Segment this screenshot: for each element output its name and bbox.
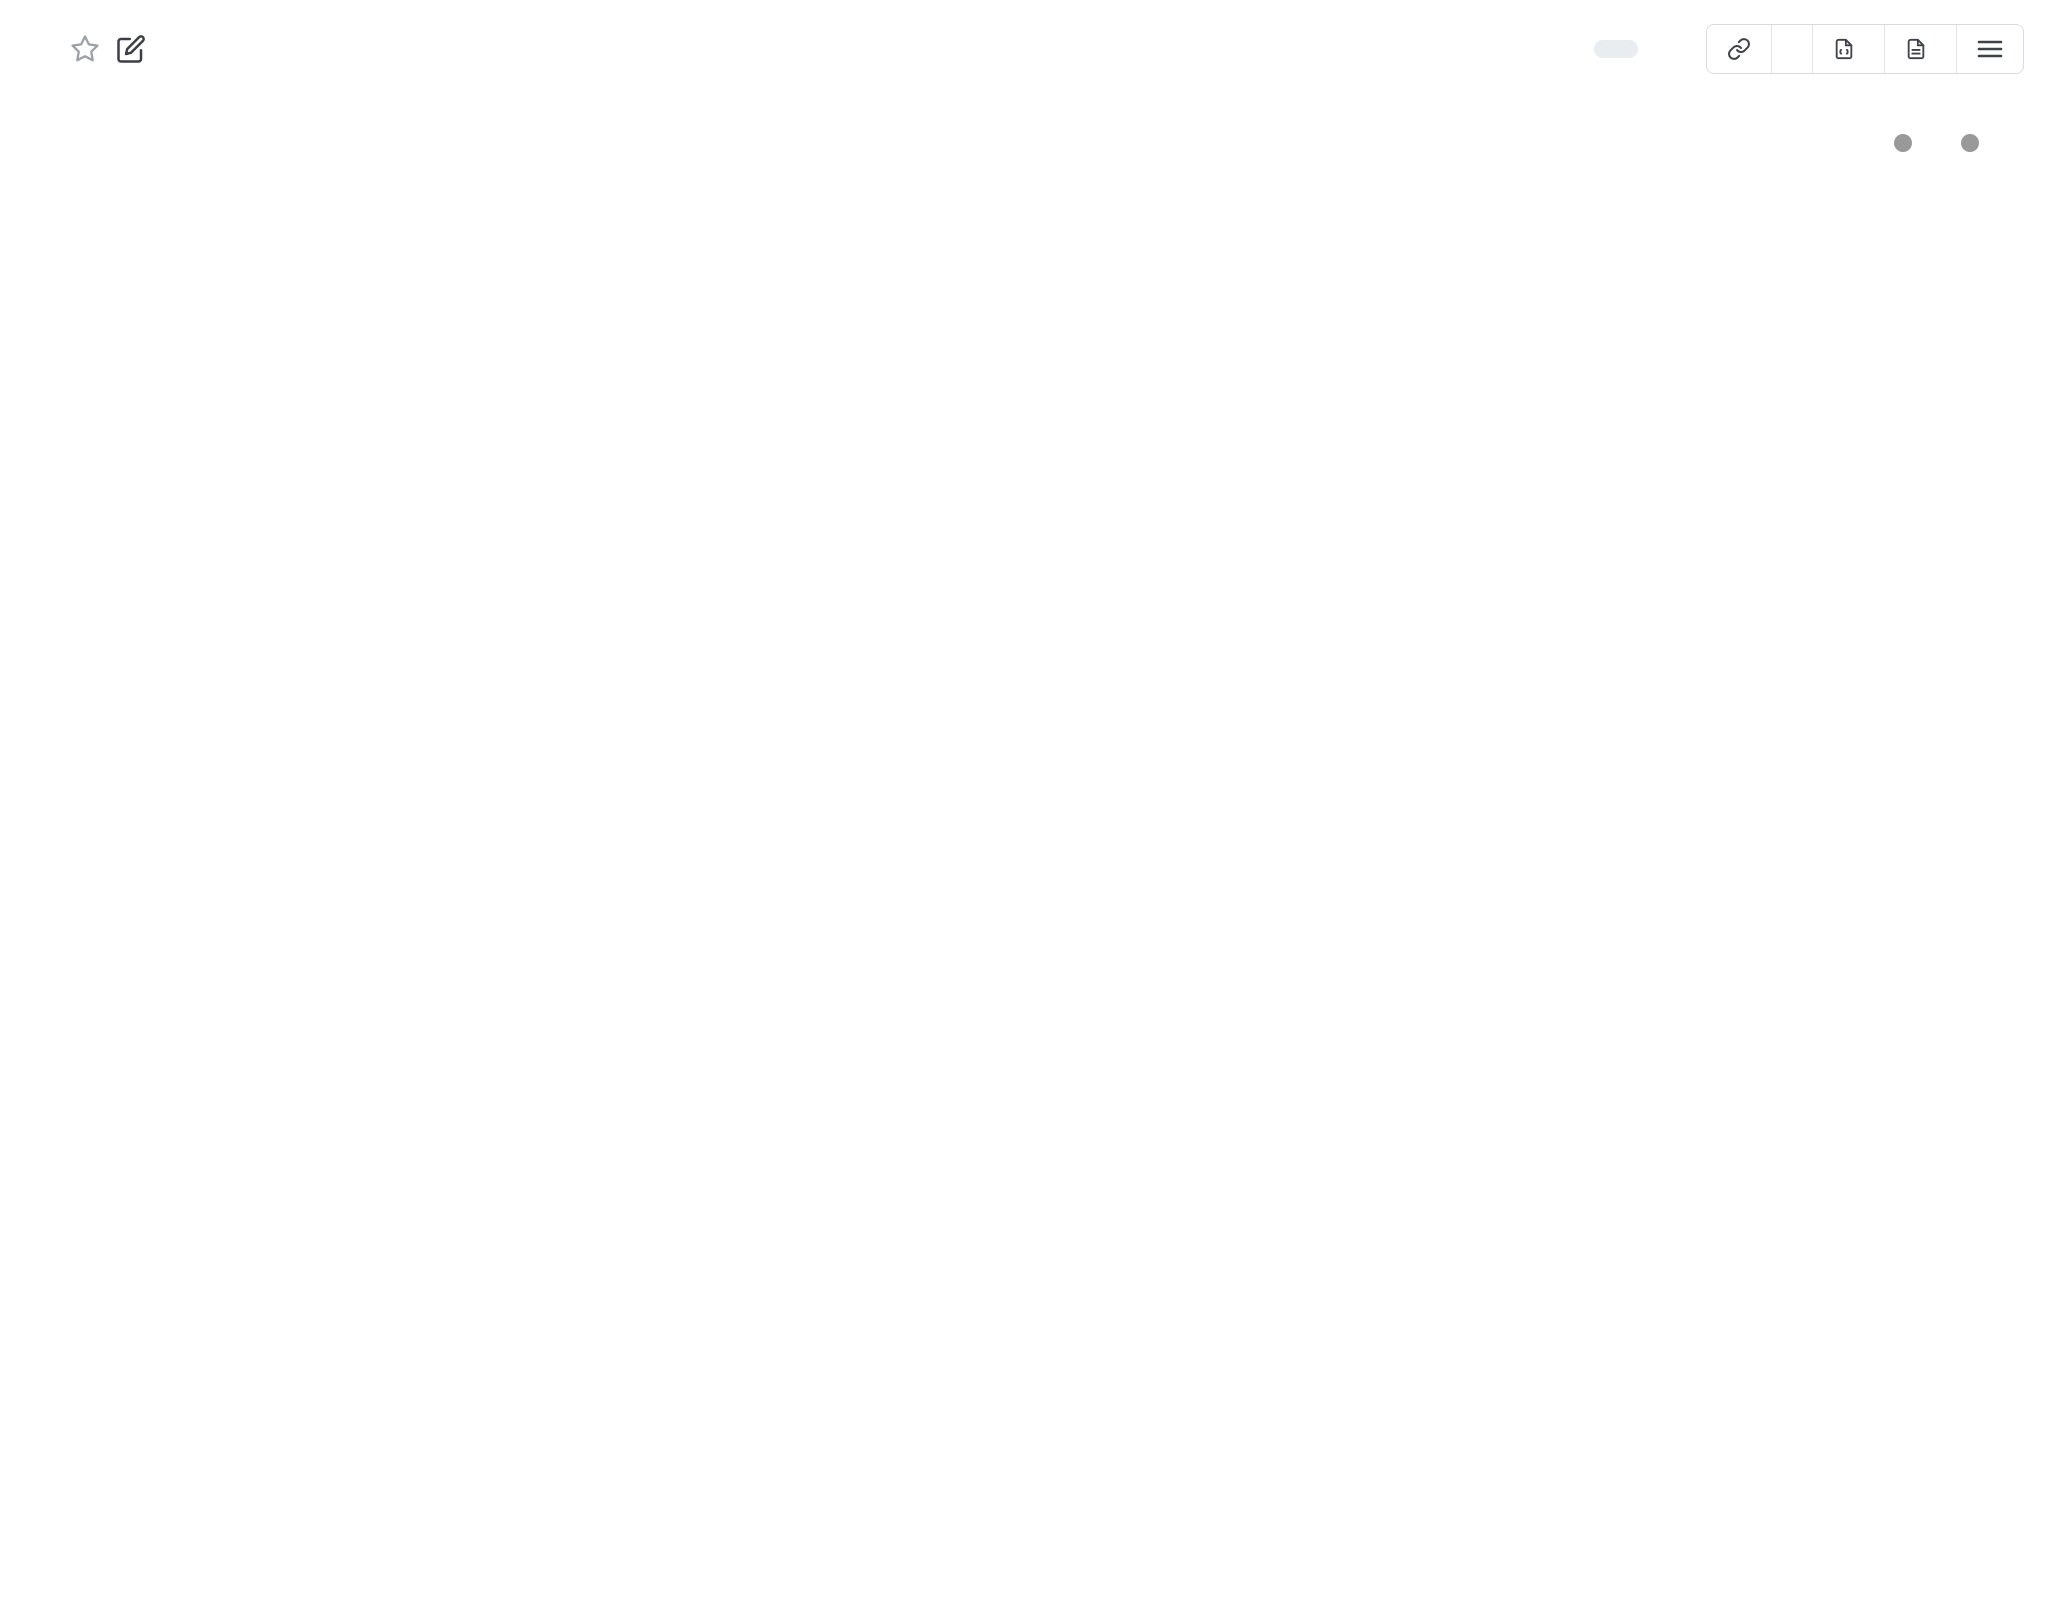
title-actions <box>70 34 220 64</box>
altered-badge <box>168 40 220 58</box>
toolbar-controls <box>1594 24 2030 74</box>
share-link-button[interactable] <box>1707 25 1771 73</box>
export-json-button[interactable] <box>1812 25 1884 73</box>
hamburger-icon <box>1977 38 2003 60</box>
chart-legend <box>1894 134 1988 152</box>
menu-button[interactable] <box>1956 25 2023 73</box>
csv-file-icon <box>1905 37 1927 61</box>
edit-icon[interactable] <box>116 34 146 64</box>
row-count-badge <box>1594 40 1638 58</box>
return-series-dot <box>1894 134 1912 152</box>
embed-code-button[interactable] <box>1771 25 1812 73</box>
json-file-icon <box>1833 37 1855 61</box>
link-icon <box>1727 37 1751 61</box>
single-series-dot <box>1961 134 1979 152</box>
legend-item-single[interactable] <box>1961 134 1988 152</box>
toolbar <box>0 0 2050 74</box>
legend-item-return[interactable] <box>1894 134 1921 152</box>
export-csv-button[interactable] <box>1884 25 1956 73</box>
favorite-star-icon[interactable] <box>70 34 100 64</box>
export-button-group <box>1706 24 2024 74</box>
timer-badge <box>1650 40 1694 58</box>
